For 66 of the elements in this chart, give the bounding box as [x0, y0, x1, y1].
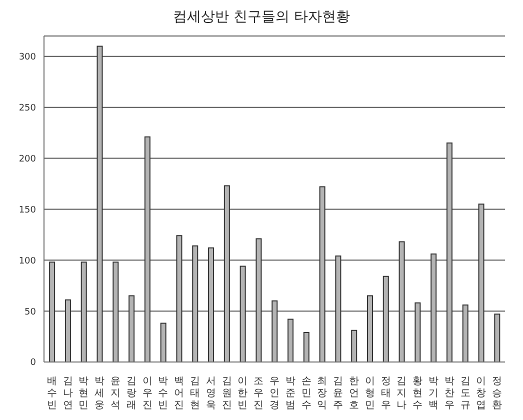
x-tick-label: 한언호: [348, 376, 359, 411]
x-tick-label: 김원진: [222, 376, 232, 411]
bar: [272, 300, 278, 362]
y-tick-label: 50: [24, 307, 36, 318]
x-tick-label: 이형민: [364, 376, 375, 411]
bar: [256, 238, 262, 362]
bar: [64, 299, 71, 362]
bar: [208, 247, 214, 362]
x-tick-label: 김윤주: [333, 376, 344, 411]
x-tick-label: 박현민: [78, 376, 89, 411]
bar: [494, 314, 500, 362]
bar: [128, 295, 135, 362]
bar: [112, 262, 119, 362]
x-tick-label: 이한빈: [238, 376, 248, 411]
x-tick-label: 박준범: [285, 376, 296, 411]
bar: [288, 318, 294, 362]
x-tick-label: 김지나: [396, 376, 407, 411]
bar: [319, 186, 326, 362]
chart-title: 컴세상반 친구들의 타자현황: [172, 8, 351, 26]
y-tick-label: 150: [18, 205, 36, 216]
x-tick-label: 이우진: [142, 376, 152, 411]
bar: [80, 262, 87, 362]
bar: [414, 302, 421, 362]
x-tick-label: 조우진: [254, 376, 264, 411]
bar: [303, 332, 310, 362]
x-tick-label: 황현수: [412, 376, 423, 411]
x-tick-label: 손민수: [301, 376, 312, 411]
bar: [462, 304, 468, 362]
y-tick-label: 250: [18, 104, 36, 114]
bar: [446, 142, 452, 362]
y-tick-label: 300: [18, 52, 36, 63]
bar: [382, 276, 389, 362]
x-tick-label: 김태현: [190, 376, 200, 411]
bar: [398, 241, 405, 362]
y-tick-label: 200: [18, 154, 36, 164]
bar: [176, 235, 182, 362]
x-tick-label: 박기백: [428, 376, 438, 411]
x-tick-label: 서영욱: [206, 376, 216, 411]
bar: [160, 322, 166, 362]
x-tick-label: 정승환: [492, 376, 502, 411]
x-tick-label: 백어진: [174, 376, 184, 411]
bar: [224, 185, 230, 362]
x-tick-label: 김랑래: [126, 376, 136, 411]
y-tick-label: 0: [30, 358, 36, 368]
x-tick-label: 박세웅: [94, 376, 105, 411]
x-tick-label: 최장익: [317, 376, 328, 411]
bar: [478, 204, 484, 362]
x-tick-label: 배수빈: [46, 376, 57, 411]
bar: [192, 245, 198, 362]
x-tick-label: 김도규: [460, 376, 470, 411]
x-tick-label: 정태우: [380, 376, 391, 411]
x-tick-label: 윤지석: [110, 376, 121, 411]
x-tick-label: 우인경: [270, 376, 280, 411]
bar: [96, 46, 103, 362]
x-tick-label: 박찬우: [444, 376, 454, 411]
bar: [49, 262, 56, 362]
x-tick-label: 박수빈: [158, 376, 168, 411]
bar: [240, 266, 246, 362]
bar: [351, 330, 358, 362]
y-tick-label: 100: [18, 256, 36, 266]
bar: [430, 254, 437, 362]
x-tick-label: 이창엽: [476, 376, 486, 411]
bar: [366, 295, 373, 362]
bar: [335, 256, 342, 362]
x-tick-label: 김나연: [62, 376, 73, 411]
bar: [144, 136, 150, 362]
